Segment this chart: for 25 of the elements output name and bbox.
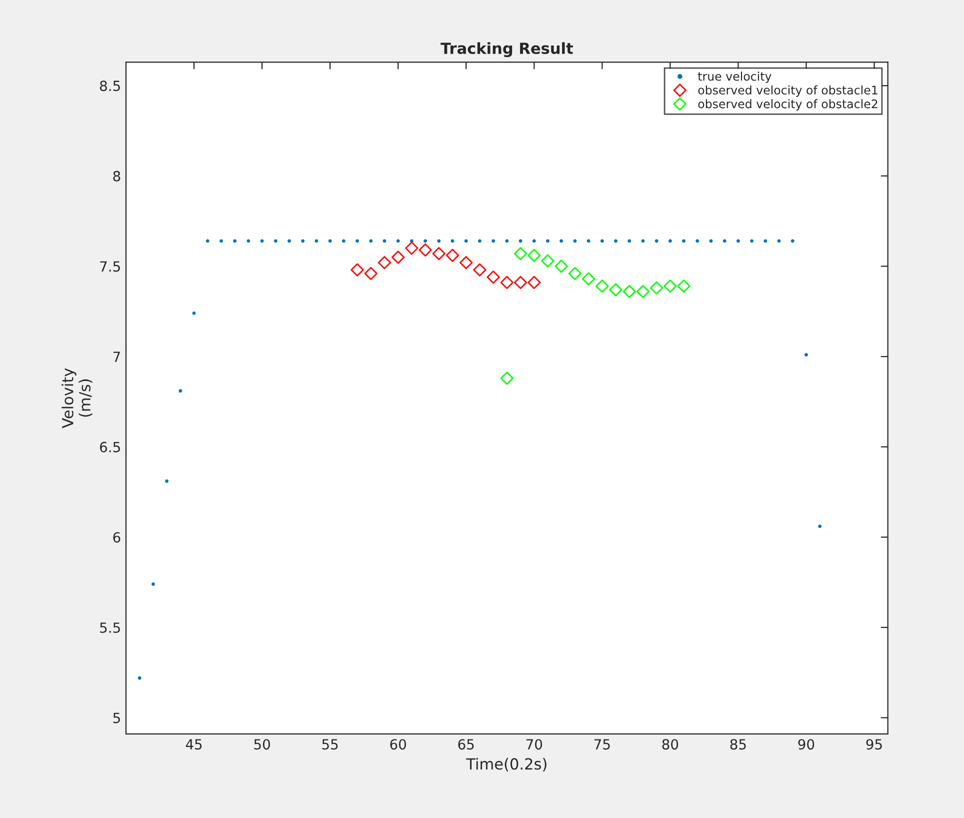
x-tick-label: 60 bbox=[390, 739, 406, 750]
y-tick-label: 5.5 bbox=[100, 622, 120, 633]
y-tick-label: 5 bbox=[113, 712, 120, 724]
x-tick-label: 45 bbox=[186, 739, 202, 750]
chart-title: Tracking Result bbox=[440, 42, 573, 58]
x-tick-label: 85 bbox=[730, 739, 746, 750]
y-tick-label: 7.5 bbox=[100, 261, 120, 272]
y-axis-title: Velovity (m/s) bbox=[62, 368, 92, 428]
legend-label: observed velocity of obstacle1 bbox=[698, 85, 878, 97]
y-tick-label: 7 bbox=[113, 352, 120, 362]
x-axis-title: Time(0.2s) bbox=[466, 758, 546, 772]
x-tick-label: 90 bbox=[798, 739, 814, 750]
x-tick-label: 50 bbox=[254, 739, 270, 750]
legend-label: observed velocity of obstacle2 bbox=[698, 99, 878, 111]
x-tick-label: 55 bbox=[322, 739, 338, 750]
y-tick-label: 8.5 bbox=[100, 80, 120, 92]
x-tick-label: 80 bbox=[662, 739, 678, 750]
x-tick-label: 95 bbox=[866, 739, 882, 750]
y-tick-label: 8 bbox=[113, 170, 120, 182]
x-tick-label: 70 bbox=[526, 739, 542, 750]
x-tick-label: 75 bbox=[594, 739, 610, 750]
legend-label: true velocity bbox=[698, 72, 772, 84]
x-tick-label: 65 bbox=[458, 739, 474, 750]
y-tick-label: 6 bbox=[113, 532, 120, 543]
y-tick-label: 6.5 bbox=[100, 442, 120, 452]
